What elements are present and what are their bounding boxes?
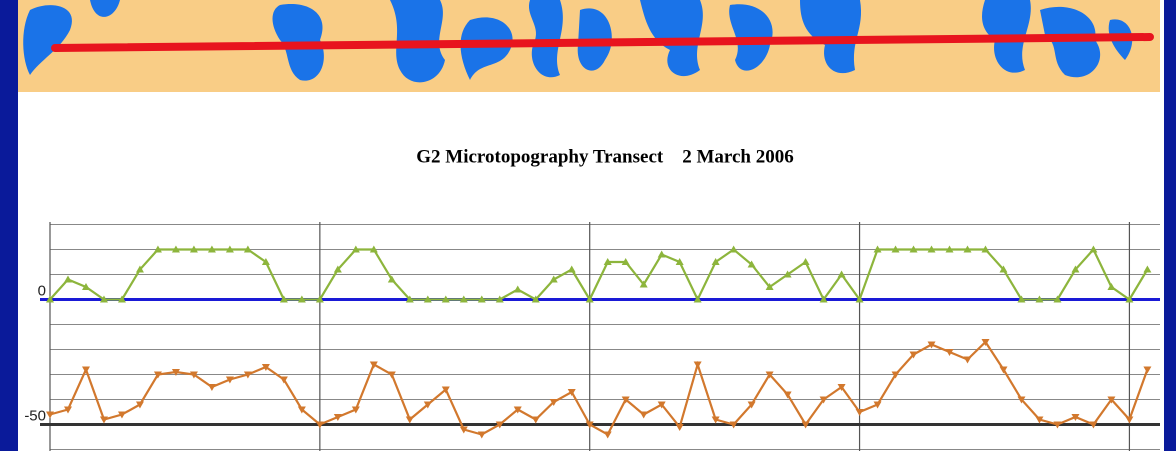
y-tick-label: -50 (24, 407, 46, 424)
page: {"chart_data": {"type": "line", "title":… (0, 0, 1176, 451)
chart: G2 Microtopography Transect 2 March 2006… (0, 0, 1176, 451)
y-tick-label: 0 (38, 282, 46, 299)
map-strip (18, 0, 1160, 92)
chart-title: G2 Microtopography Transect 2 March 2006 (416, 146, 794, 167)
